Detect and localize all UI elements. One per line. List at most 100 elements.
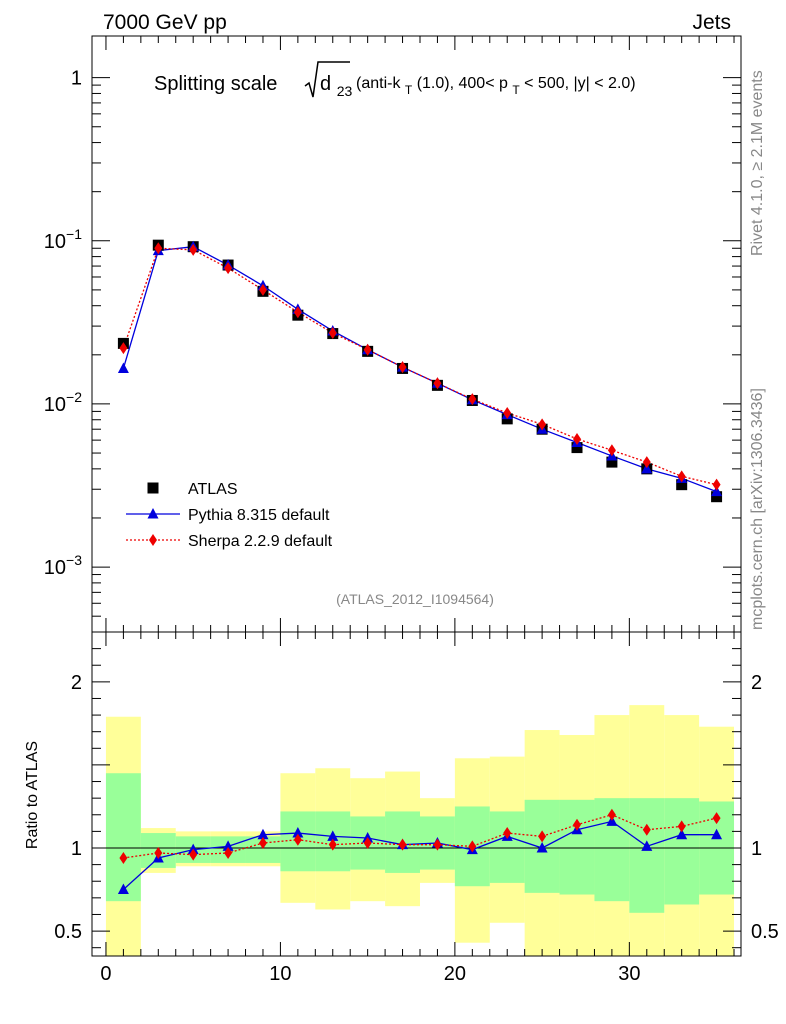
pythia-ratio-point [292, 827, 304, 838]
energy-label: 7000 GeV pp [103, 11, 227, 34]
legend-atlas-marker [147, 482, 159, 494]
sherpa-point [538, 418, 547, 431]
pythia-ratio-point [711, 828, 723, 840]
sherpa-point [468, 393, 477, 406]
sherpa-point [398, 361, 407, 374]
sherpa-point [573, 432, 582, 445]
pythia-point [711, 485, 723, 497]
ratio-series [117, 808, 723, 895]
mcplots-label: mcplots.cern.ch [arXiv:1306.3436] [749, 388, 766, 630]
pythia-ratio-point [327, 830, 339, 841]
main-series [117, 239, 723, 503]
sherpa-ratio-point [642, 823, 651, 836]
tick-exponent: −3 [66, 552, 82, 568]
title-pt-sub: T [512, 83, 520, 97]
pythia-point [641, 462, 653, 474]
pythia-ratio-line [122, 820, 717, 891]
pythia-ratio-point [676, 828, 688, 840]
rivet-label: Rivet 4.1.0, ≥ 2.1M events [749, 70, 766, 256]
atlas-point [676, 479, 688, 491]
sherpa-ratio-point [293, 833, 302, 846]
pythia-ratio-point [536, 842, 548, 853]
legend-pythia-label: Pythia 8.315 default [188, 507, 330, 524]
tick-base: 10 [44, 231, 66, 253]
band-green-bin [105, 773, 141, 902]
sherpa-ratio-point [503, 827, 512, 840]
tick-base: 10 [44, 394, 66, 416]
band-green-bin [559, 799, 595, 895]
atlas-point [711, 491, 723, 503]
pythia-ratio-point [117, 883, 129, 895]
tick-base: 1 [71, 68, 82, 90]
title-d-sub: 23 [337, 83, 353, 99]
pythia-ratio-point [641, 840, 653, 851]
x-tick-label: 20 [444, 963, 466, 985]
sherpa-ratio-point [119, 851, 128, 864]
sherpa-point [503, 406, 512, 419]
sherpa-point [433, 377, 442, 390]
title-part3: < 500, |y| < 2.0) [524, 75, 636, 92]
sherpa-point [328, 327, 337, 340]
sherpa-ratio-point [677, 820, 686, 833]
tick-exponent: −1 [66, 226, 82, 242]
pythia-ratio-point [222, 840, 234, 851]
main-y-tick-label: 10−3 [44, 552, 82, 579]
sherpa-ratio-point [258, 837, 267, 850]
legend-sherpa-marker [149, 534, 157, 546]
ratio-y-tick-label-left: 2 [71, 672, 82, 694]
main-y-tick-label: 1 [71, 68, 82, 90]
sherpa-point [189, 243, 198, 256]
sqrt-symbol [304, 61, 350, 98]
sherpa-point [712, 478, 721, 491]
ratio-frame [91, 631, 742, 957]
tick-exponent: −2 [66, 389, 82, 405]
sherpa-ratio-point [712, 812, 721, 825]
ratio-y-tick-label-right: 0.5 [751, 921, 779, 943]
legend-pythia-marker [147, 508, 159, 519]
title-symbol: d 23 [320, 73, 352, 99]
sherpa-point [258, 283, 267, 296]
sherpa-point [642, 456, 651, 469]
atlas-point [606, 456, 618, 468]
sherpa-point [293, 306, 302, 319]
title-part1: (anti-k [356, 75, 401, 92]
sherpa-point [677, 470, 686, 483]
atlas-point [571, 442, 583, 454]
tick-base: 10 [44, 557, 66, 579]
band-green-bin [489, 811, 525, 883]
main-y-tick-label: 10−2 [44, 389, 82, 416]
title-part2: (1.0), 400< p [417, 75, 508, 92]
title-d: d [320, 73, 331, 95]
sherpa-ratio-point [189, 848, 198, 861]
sherpa-ratio-point [154, 846, 163, 859]
band-green-bin [629, 798, 665, 913]
sherpa-ratio-point [363, 837, 372, 850]
sherpa-ratio-point [573, 818, 582, 831]
sherpa-ratio-point [328, 838, 337, 851]
legend-atlas-label: ATLAS [188, 481, 238, 498]
sherpa-ratio-point [468, 840, 477, 853]
pythia-point [117, 362, 129, 373]
sherpa-ratio-point [398, 838, 407, 851]
band-green-bin [664, 798, 700, 905]
ratio-y-tick-label-right: 1 [751, 838, 762, 860]
sherpa-point [607, 444, 616, 457]
sherpa-ratio-point [538, 830, 547, 843]
sherpa-point [154, 242, 163, 255]
x-tick-label: 30 [618, 963, 640, 985]
sherpa-ratio-point [224, 846, 233, 859]
sherpa-ratio-point [607, 808, 616, 821]
ratio-ylabel: Ratio to ATLAS [24, 741, 41, 849]
sherpa-ratio-point [433, 838, 442, 851]
ratio-y-tick-label-left: 1 [71, 838, 82, 860]
plot-title: Splitting scale [154, 73, 277, 95]
pythia-line [122, 246, 717, 493]
sherpa-point [224, 262, 233, 275]
ratio-y-tick-label-left: 0.5 [54, 921, 82, 943]
sherpa-point [119, 342, 128, 355]
pythia-ratio-point [257, 828, 269, 840]
title-detail: (anti-k T (1.0), 400< p T < 500, |y| < 2… [356, 75, 636, 98]
x-tick-label: 0 [100, 963, 111, 985]
